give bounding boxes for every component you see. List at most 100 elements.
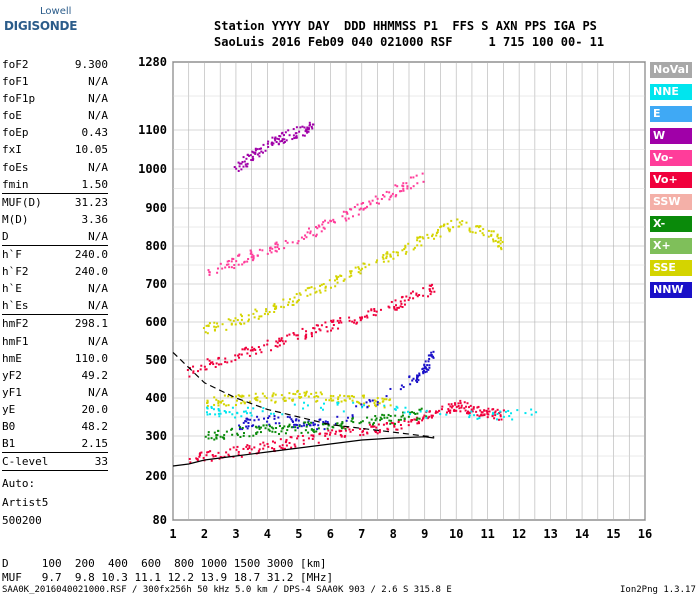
echo-point: [362, 262, 365, 265]
echo-point: [340, 425, 343, 428]
echo-point: [516, 409, 519, 412]
echo-point: [257, 418, 260, 421]
echo-point: [237, 394, 240, 397]
echo-point: [399, 423, 402, 426]
echo-point: [303, 134, 306, 137]
echo-point: [208, 359, 211, 362]
echo-point: [215, 434, 218, 437]
echo-point: [483, 414, 486, 417]
echo-point: [283, 399, 286, 402]
plot-frame: [172, 61, 646, 521]
echo-point: [282, 306, 285, 309]
echo-point: [418, 240, 421, 243]
param-row: hmF1 N/A: [2, 333, 108, 350]
echo-point: [241, 427, 244, 430]
echo-point: [239, 322, 242, 325]
echo-point: [455, 405, 458, 408]
echo-point: [266, 339, 269, 342]
echo-point: [477, 226, 480, 229]
echo-point: [272, 427, 275, 430]
echo-point: [499, 239, 502, 242]
echo-point: [243, 260, 246, 263]
echo-point: [196, 458, 199, 461]
echo-point: [307, 127, 310, 130]
echo-point: [271, 247, 274, 250]
echo-point: [338, 394, 341, 397]
echo-point: [430, 416, 433, 419]
echo-point: [237, 263, 240, 266]
echo-point: [458, 221, 461, 224]
echo-point: [278, 337, 281, 340]
echo-point: [247, 314, 250, 317]
echo-point: [217, 408, 220, 411]
echo-point: [402, 187, 405, 190]
echo-point: [227, 404, 230, 407]
echo-point: [276, 137, 279, 140]
echo-point: [252, 424, 255, 427]
profile-curves: [172, 351, 435, 467]
echo-point: [329, 431, 332, 434]
echo-point: [281, 413, 284, 416]
echo-point: [341, 422, 344, 425]
echo-point: [375, 417, 378, 420]
echo-point: [245, 346, 248, 349]
echo-point: [337, 401, 340, 404]
echo-point: [328, 279, 331, 282]
echo-point: [284, 432, 287, 435]
echo-point: [251, 155, 254, 158]
echo-point: [356, 400, 359, 403]
param-row: foF1 N/A: [2, 73, 108, 90]
echo-point: [317, 441, 320, 444]
echo-point: [274, 305, 277, 308]
echo-point: [189, 461, 192, 464]
echo-point: [348, 428, 351, 431]
echo-point: [350, 208, 353, 211]
echo-point: [375, 426, 378, 429]
echo-point: [427, 368, 430, 371]
echo-point: [255, 310, 258, 313]
echo-point: [461, 220, 464, 223]
echo-point: [428, 284, 431, 287]
echo-point: [246, 260, 249, 263]
echo-point: [376, 401, 379, 404]
echo-point: [421, 172, 424, 175]
echo-point: [352, 215, 355, 218]
echo-point: [336, 278, 339, 281]
echo-point: [479, 409, 482, 412]
echo-point: [307, 130, 310, 133]
echo-point: [306, 287, 309, 290]
param-value: 240.0: [74, 265, 108, 279]
echo-point: [368, 263, 371, 266]
echo-point: [349, 208, 352, 211]
echo-point: [219, 401, 222, 404]
echo-point: [263, 395, 266, 398]
echo-point: [530, 413, 533, 416]
echo-point: [449, 405, 452, 408]
echo-point: [453, 408, 456, 411]
echo-point: [209, 361, 212, 364]
x-tick-label: 5: [295, 527, 302, 541]
echo-point: [240, 353, 243, 356]
echo-point: [293, 423, 296, 426]
echo-point: [230, 260, 233, 263]
param-value: 49.2: [81, 368, 109, 382]
echo-point: [296, 389, 299, 392]
echo-point: [400, 427, 403, 430]
echo-point: [459, 402, 462, 405]
echo-point: [429, 290, 432, 293]
echo-point: [366, 416, 369, 419]
echo-point: [396, 251, 399, 254]
legend-item: E: [650, 106, 692, 122]
echo-point: [215, 437, 218, 440]
param-label: yF2: [2, 368, 22, 382]
echo-point: [263, 312, 266, 315]
echo-point: [282, 138, 285, 141]
y-tick-label: 1000: [138, 162, 167, 176]
echo-point: [267, 313, 270, 316]
echo-point: [425, 370, 428, 373]
echo-point: [276, 345, 279, 348]
echo-point: [247, 258, 250, 261]
echo-point: [234, 323, 237, 326]
echo-point: [430, 414, 433, 417]
echo-point: [236, 434, 239, 437]
